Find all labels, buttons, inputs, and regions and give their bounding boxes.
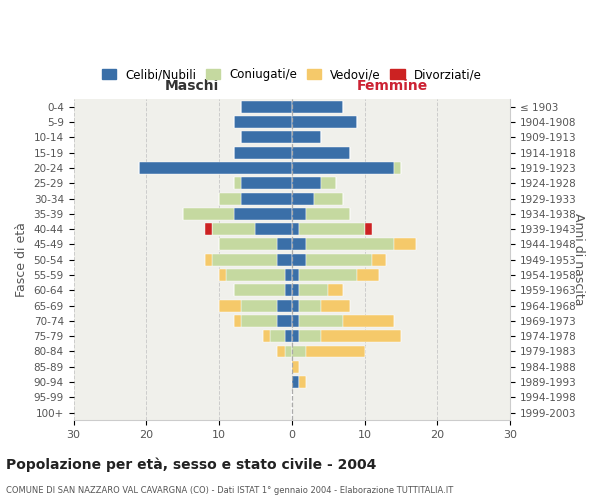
Bar — [219, 192, 241, 204]
Bar — [321, 300, 350, 312]
Bar — [292, 132, 321, 143]
Bar — [292, 361, 299, 372]
Bar — [233, 284, 284, 296]
Bar — [263, 330, 270, 342]
Text: Femmine: Femmine — [356, 78, 428, 92]
Legend: Celibi/Nubili, Coniugati/e, Vedovi/e, Divorziati/e: Celibi/Nubili, Coniugati/e, Vedovi/e, Di… — [97, 64, 487, 86]
Bar — [307, 346, 365, 358]
Bar — [241, 192, 292, 204]
Bar — [284, 284, 292, 296]
Bar — [284, 269, 292, 281]
Text: Maschi: Maschi — [164, 78, 218, 92]
Bar — [256, 223, 292, 235]
Y-axis label: Anni di nascita: Anni di nascita — [572, 214, 585, 306]
Bar — [277, 238, 292, 250]
Bar — [299, 300, 321, 312]
Bar — [394, 162, 401, 174]
Y-axis label: Fasce di età: Fasce di età — [15, 222, 28, 297]
Bar — [292, 269, 299, 281]
Bar — [292, 346, 307, 358]
Bar — [233, 146, 292, 158]
Bar — [292, 178, 321, 189]
Bar — [365, 223, 372, 235]
Bar — [241, 101, 292, 113]
Bar — [343, 315, 394, 327]
Bar — [292, 146, 350, 158]
Bar — [233, 208, 292, 220]
Bar — [372, 254, 386, 266]
Bar — [292, 223, 299, 235]
Bar — [292, 284, 299, 296]
Text: COMUNE DI SAN NAZZARO VAL CAVARGNA (CO) - Dati ISTAT 1° gennaio 2004 - Elaborazi: COMUNE DI SAN NAZZARO VAL CAVARGNA (CO) … — [6, 486, 453, 495]
Bar — [182, 208, 233, 220]
Bar — [226, 269, 284, 281]
Bar — [292, 101, 343, 113]
Text: Popolazione per età, sesso e stato civile - 2004: Popolazione per età, sesso e stato civil… — [6, 458, 376, 472]
Bar — [205, 254, 212, 266]
Bar — [299, 223, 365, 235]
Bar — [292, 376, 299, 388]
Bar — [328, 284, 343, 296]
Bar — [299, 269, 358, 281]
Bar — [321, 178, 335, 189]
Bar — [299, 376, 307, 388]
Bar — [219, 269, 226, 281]
Bar — [277, 254, 292, 266]
Bar — [212, 223, 256, 235]
Bar — [277, 346, 284, 358]
Bar — [307, 254, 372, 266]
Bar — [277, 300, 292, 312]
Bar — [292, 192, 314, 204]
Bar — [358, 269, 379, 281]
Bar — [292, 254, 307, 266]
Bar — [241, 315, 277, 327]
Bar — [292, 330, 299, 342]
Bar — [394, 238, 416, 250]
Bar — [233, 178, 241, 189]
Bar — [219, 238, 277, 250]
Bar — [292, 162, 394, 174]
Bar — [299, 315, 343, 327]
Bar — [284, 346, 292, 358]
Bar — [241, 132, 292, 143]
Bar — [292, 116, 358, 128]
Bar — [307, 238, 394, 250]
Bar — [277, 315, 292, 327]
Bar — [233, 315, 241, 327]
Bar — [212, 254, 277, 266]
Bar — [314, 192, 343, 204]
Bar — [292, 300, 299, 312]
Bar — [270, 330, 284, 342]
Bar — [292, 315, 299, 327]
Bar — [299, 330, 321, 342]
Bar — [241, 178, 292, 189]
Bar — [299, 284, 328, 296]
Bar — [292, 208, 307, 220]
Bar — [205, 223, 212, 235]
Bar — [241, 300, 277, 312]
Bar — [219, 300, 241, 312]
Bar — [307, 208, 350, 220]
Bar — [139, 162, 292, 174]
Bar — [284, 330, 292, 342]
Bar — [233, 116, 292, 128]
Bar — [292, 238, 307, 250]
Bar — [321, 330, 401, 342]
